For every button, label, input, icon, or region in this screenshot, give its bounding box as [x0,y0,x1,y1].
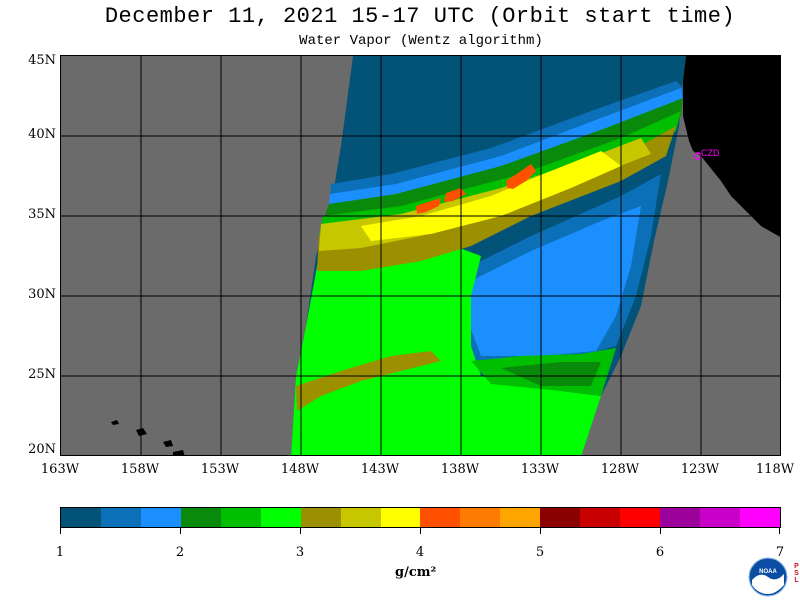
lon-label-138w: 138W [440,462,480,477]
colorbar-units: g/cm² [395,565,437,580]
colorbar-swatch-2 [100,508,141,527]
noaa-logo: NOAA [748,557,788,597]
colorbar-tick-5: 5 [535,545,545,560]
lat-label-25n: 25N [28,367,56,382]
colorbar-tick-mark-3 [300,528,301,534]
colorbar-tick-mark-6 [660,528,661,534]
colorbar-swatch-7 [300,508,341,527]
land-california [683,56,780,237]
noaa-logo-icon: NOAA [748,557,788,597]
colorbar-tick-3: 3 [295,545,305,560]
swath-band-se-lightblue [466,206,641,356]
lon-label-153w: 153W [200,462,240,477]
swath-streak-olive [296,351,441,411]
lat-label-20n: 20N [28,442,56,457]
swath-band-brightgreen [291,241,601,455]
swath-patch-orange-1 [416,198,441,214]
lat-label-45n: 45N [28,53,56,68]
station-label: CZD [701,148,720,158]
colorbar-swatch-6 [260,508,301,527]
colorbar-swatch-9 [380,508,421,527]
colorbar-swatch-8 [340,508,381,527]
psl-label: PSL [792,563,800,587]
colorbar-swatch-1 [61,508,101,527]
land-hawaii-4 [173,450,185,455]
colorbar-swatch-15 [620,508,661,527]
colorbar-swatch-13 [540,508,581,527]
lon-label-163w: 163W [40,462,80,477]
colorbar-tick-mark-5 [540,528,541,534]
lon-label-158w: 158W [120,462,160,477]
lon-label-133w: 133W [520,462,560,477]
colorbar-tick-mark-4 [420,528,421,534]
lon-label-118w: 118W [755,462,795,477]
colorbar-tick-6: 6 [655,545,665,560]
noaa-logo-text: NOAA [759,569,777,575]
colorbar-tick-1: 1 [55,545,65,560]
swath-band-green [319,111,681,236]
lon-label-123w: 123W [680,462,720,477]
colorbar-tick-7: 7 [775,545,785,560]
colorbar-swatch-3 [140,508,181,527]
swath-band-darkgreen [323,98,683,221]
lat-label-30n: 30N [28,287,56,302]
map-title: December 11, 2021 15-17 UTC (Orbit start… [104,4,736,29]
colorbar-swatch-14 [580,508,621,527]
colorbar-swatch-10 [420,508,461,527]
swath-band-lightblue [329,88,683,204]
lat-label-35n: 35N [28,207,56,222]
colorbar-swatch-11 [460,508,501,527]
colorbar-swatch-4 [180,508,221,527]
colorbar-tick-2: 2 [175,545,185,560]
land-hawaii-1 [111,420,119,425]
swath-patch-orange-3 [506,164,536,189]
water-vapor-map: CZD [60,55,781,456]
lon-label-143w: 143W [360,462,400,477]
swath-band-blue [329,81,686,206]
swath-band-yellow [361,151,621,241]
colorbar-tick-mark-1 [60,528,61,534]
map-canvas: CZD [61,56,780,455]
lat-label-40n: 40N [28,127,56,142]
lon-label-148w: 148W [280,462,320,477]
lat-lon-grid [61,56,780,455]
colorbar-tick-mark-7 [779,528,780,534]
colorbar-tick-4: 4 [415,545,425,560]
colorbar-swatch-18 [739,508,780,527]
lon-label-128w: 128W [600,462,640,477]
colorbar-swatch-12 [500,508,541,527]
colorbar-swatch-16 [660,508,700,527]
colorbar [60,507,781,528]
map-subtitle: Water Vapor (Wentz algorithm) [299,33,543,49]
swath-band-darkgreen-se [501,362,601,386]
psl-text: PSL [793,563,800,584]
colorbar-tick-mark-2 [180,528,181,534]
colorbar-swatch-5 [220,508,261,527]
land-hawaii-3 [163,440,173,447]
colorbar-swatch-17 [700,508,740,527]
